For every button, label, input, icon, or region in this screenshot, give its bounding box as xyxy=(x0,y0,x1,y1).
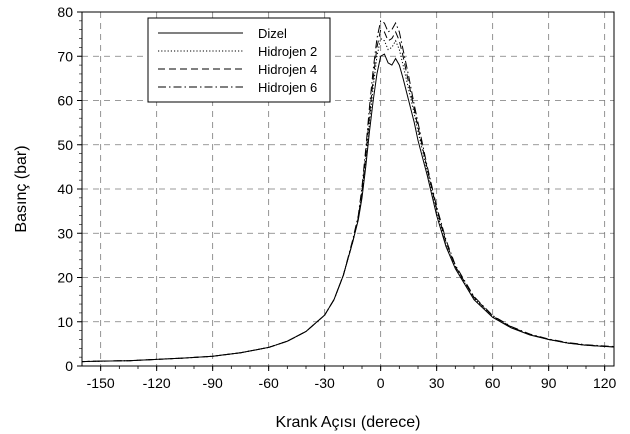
y-axis-title: Basınç (bar) xyxy=(13,145,30,232)
x-tick-label: 90 xyxy=(541,375,557,391)
x-tick-label: -60 xyxy=(259,375,279,391)
legend-label: Hidrojen 6 xyxy=(258,80,317,95)
y-tick-label: 50 xyxy=(57,137,73,153)
y-tick-label: 30 xyxy=(57,225,73,241)
x-tick-label: -120 xyxy=(143,375,171,391)
x-tick-label: 120 xyxy=(593,375,617,391)
x-tick-label: 0 xyxy=(377,375,385,391)
legend: Dizel Hidrojen 2 Hidrojen 4 Hidrojen 6 xyxy=(147,17,331,103)
legend-label: Hidrojen 4 xyxy=(258,62,317,77)
legend-label: Dizel xyxy=(258,26,287,41)
y-tick-label: 80 xyxy=(57,4,73,20)
legend-label: Hidrojen 2 xyxy=(258,44,317,59)
y-tick-label: 10 xyxy=(57,314,73,330)
y-tick-label: 70 xyxy=(57,48,73,64)
y-tick-label: 40 xyxy=(57,181,73,197)
y-tick-label: 60 xyxy=(57,93,73,109)
y-tick-label: 20 xyxy=(57,270,73,286)
x-tick-label: -150 xyxy=(87,375,115,391)
x-tick-label: 30 xyxy=(429,375,445,391)
y-tick-label: 0 xyxy=(65,358,73,374)
x-tick-label: -90 xyxy=(203,375,223,391)
x-tick-label: -30 xyxy=(315,375,335,391)
series-lines xyxy=(81,20,615,363)
axis-ticks: -150 -120 -90 -60 -30 0 30 60 90 120 0 10 20 30 40 50 60… xyxy=(57,4,616,391)
x-axis-title: Krank Açısı (derece) xyxy=(276,414,421,431)
x-tick-label: 60 xyxy=(485,375,501,391)
series-line-4 xyxy=(81,20,615,363)
legend-box xyxy=(147,17,331,103)
